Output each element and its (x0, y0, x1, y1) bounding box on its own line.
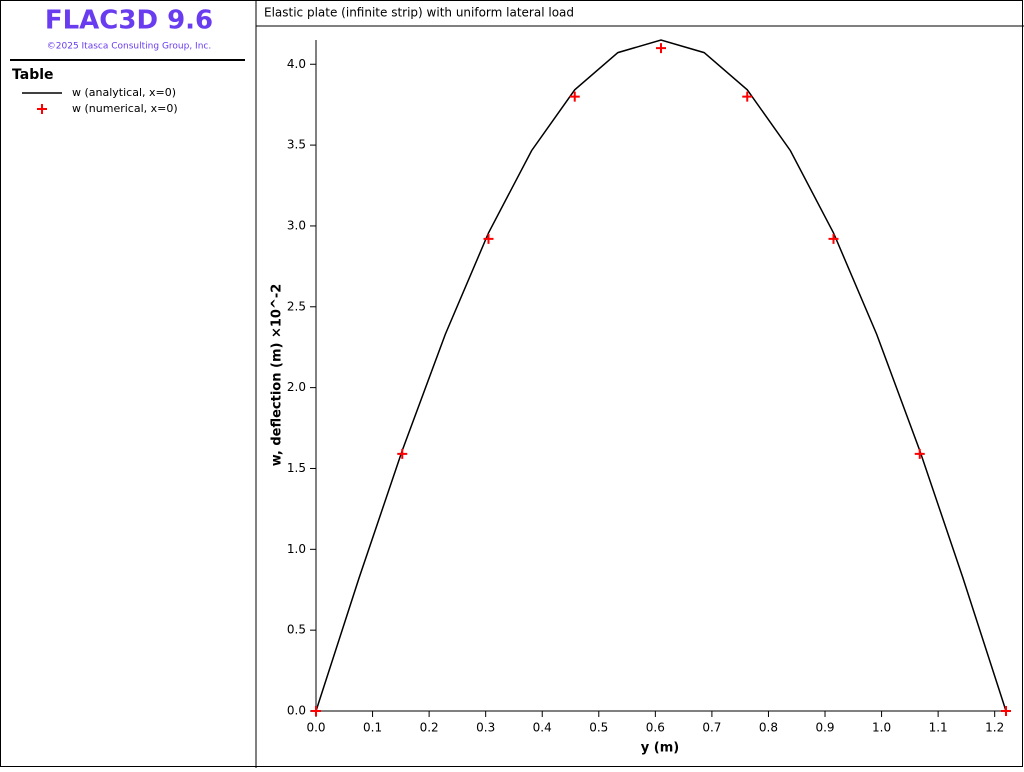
copyright: ©2025 Itasca Consulting Group, Inc. (47, 42, 211, 52)
x-tick-label: 0.8 (759, 721, 778, 735)
y-tick-label: 4.0 (287, 57, 306, 71)
x-tick-label: 1.2 (985, 721, 1004, 735)
y-tick-label: 1.0 (287, 542, 306, 556)
x-axis-label: y (m) (641, 741, 679, 756)
data-point (397, 448, 408, 459)
y-tick-label: 2.0 (287, 380, 306, 394)
legend-heading: Table (12, 67, 54, 83)
data-point (914, 448, 925, 459)
data-point (1001, 706, 1011, 716)
y-tick-label: 0.0 (287, 704, 306, 718)
y-axis-label: w, deflection (m) ×10^-2 (270, 284, 285, 467)
x-tick-label: 0.7 (702, 721, 721, 735)
legend-label: w (numerical, x=0) (72, 102, 178, 115)
x-tick-label: 1.0 (872, 721, 891, 735)
data-point (828, 233, 839, 244)
series-line (315, 39, 1007, 712)
data-point (311, 706, 321, 716)
app-title: FLAC3D 9.6 (45, 6, 213, 36)
x-tick-label: 0.1 (363, 721, 382, 735)
x-tick-label: 0.6 (646, 721, 665, 735)
data-point (569, 91, 580, 102)
y-tick-label: 2.5 (287, 299, 306, 313)
x-tick-label: 0.3 (476, 721, 495, 735)
y-tick-label: 1.5 (287, 461, 306, 475)
y-tick-label: 3.5 (287, 138, 306, 152)
y-tick-label: 3.0 (287, 218, 306, 232)
y-tick-label: 0.5 (287, 623, 306, 637)
chart-title: Elastic plate (infinite strip) with unif… (264, 6, 574, 20)
data-point (483, 233, 494, 244)
x-tick-label: 0.4 (533, 721, 552, 735)
x-tick-label: 0.2 (420, 721, 439, 735)
legend-label: w (analytical, x=0) (72, 86, 176, 99)
data-point (656, 43, 666, 54)
x-tick-label: 0.5 (589, 721, 608, 735)
legend-swatch (37, 104, 47, 114)
data-point (742, 91, 753, 102)
x-tick-label: 0.0 (306, 721, 325, 735)
x-tick-label: 0.9 (815, 721, 834, 735)
x-tick-label: 1.1 (929, 721, 948, 735)
